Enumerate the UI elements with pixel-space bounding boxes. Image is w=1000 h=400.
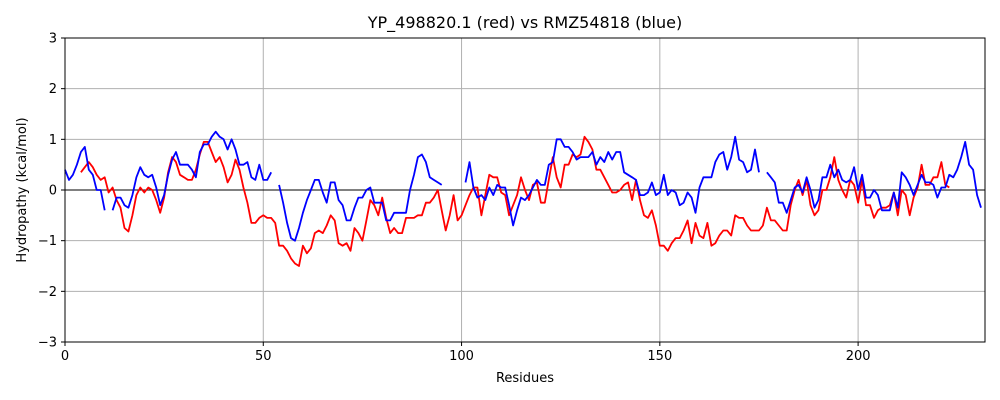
x-tick-label: 150 [647,349,672,364]
chart-title: YP_498820.1 (red) vs RMZ54818 (blue) [367,13,682,33]
x-tick-label: 0 [61,349,69,364]
blue-series-line [278,153,443,242]
y-tick-label: −1 [38,234,57,249]
red-series-line [80,135,950,267]
y-tick-label: 0 [49,184,57,199]
axis-ticks: 0 50 100 150 200 −3 −2 −1 0 1 2 3 [38,32,871,365]
y-tick-label: 1 [49,133,57,148]
x-axis-label: Residues [496,371,554,386]
x-tick-label: 100 [449,349,474,364]
series-lines [64,130,982,267]
y-tick-label: 2 [49,82,57,97]
blue-series-line [64,145,106,211]
x-tick-label: 200 [846,349,871,364]
y-tick-label: 3 [49,32,57,47]
y-tick-label: −2 [38,285,57,300]
x-tick-label: 50 [255,349,272,364]
blue-series-line [766,140,982,214]
blue-series-line [111,130,272,211]
y-axis-label: Hydropathy (kcal/mol) [15,117,30,262]
y-tick-label: −3 [38,336,57,351]
blue-series-line [464,135,760,227]
